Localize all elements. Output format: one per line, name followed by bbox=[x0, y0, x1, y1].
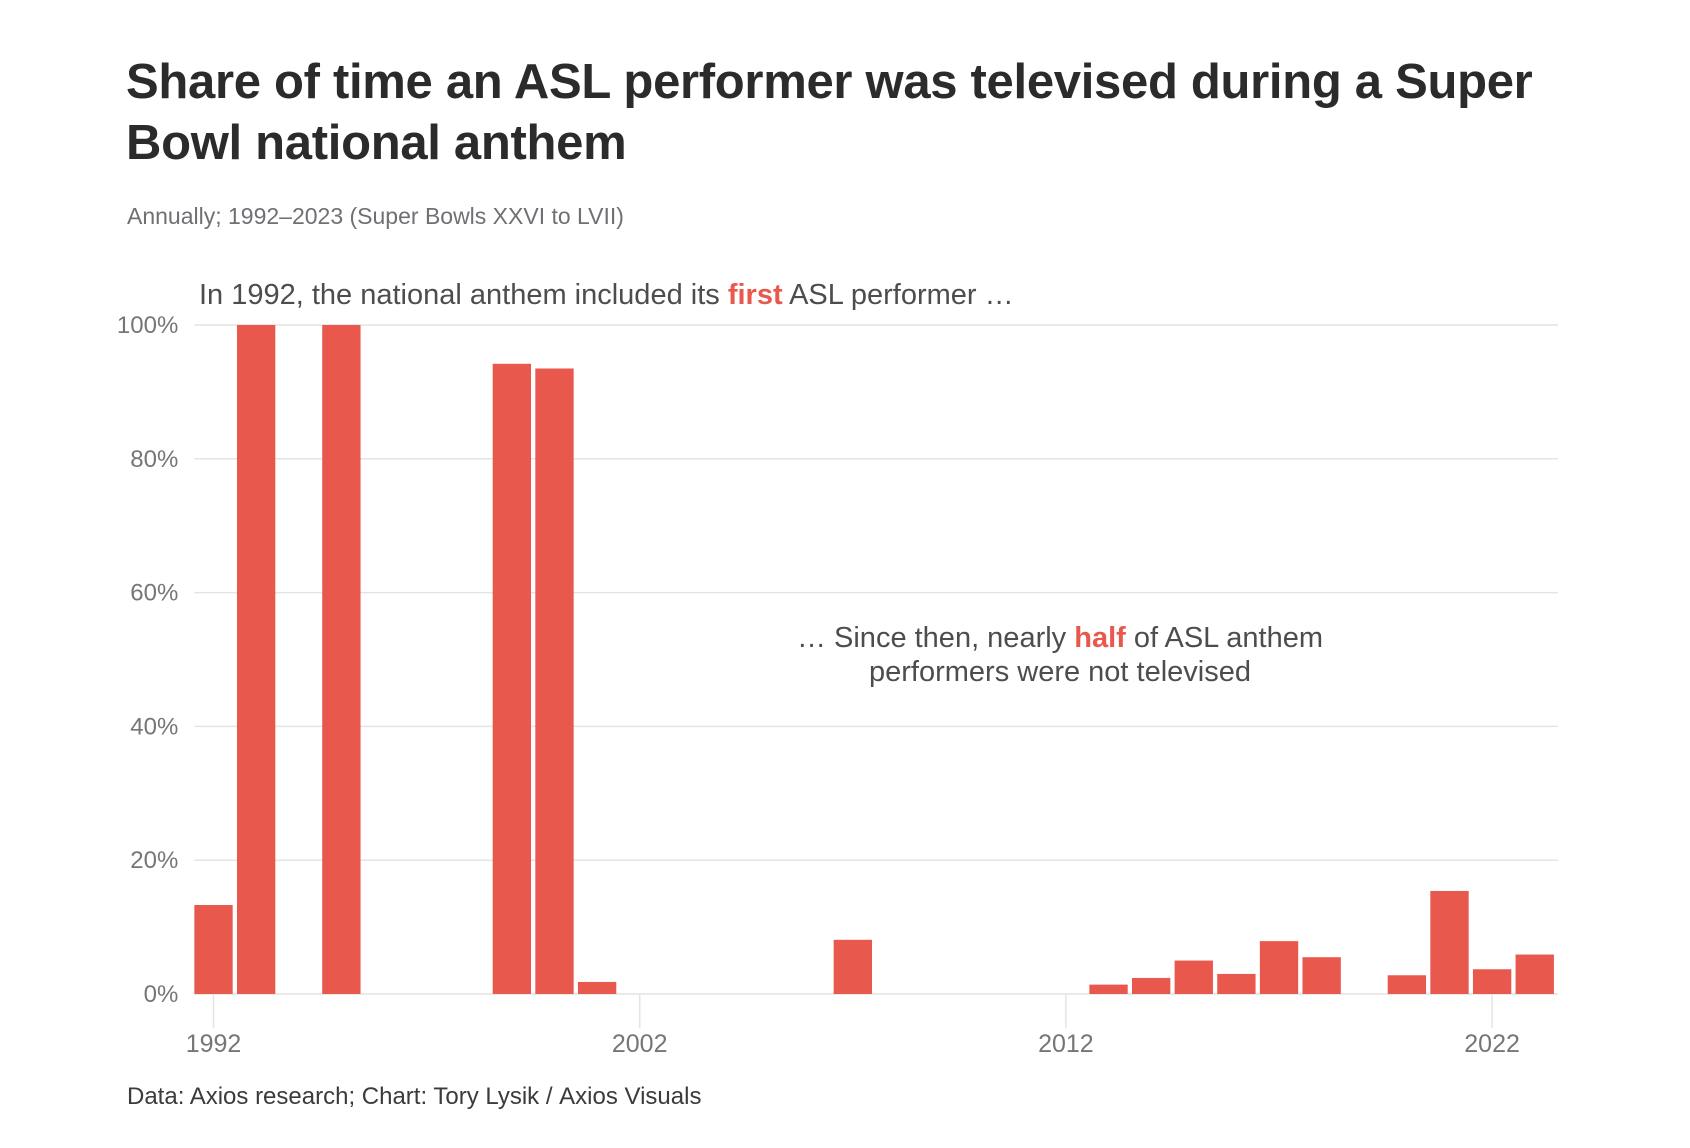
svg-text:performers were not televised: performers were not televised bbox=[869, 656, 1251, 688]
svg-text:60%: 60% bbox=[130, 580, 178, 607]
svg-text:2022: 2022 bbox=[1464, 1030, 1520, 1058]
svg-text:20%: 20% bbox=[130, 847, 178, 874]
svg-text:40%: 40% bbox=[130, 713, 178, 740]
svg-text:2012: 2012 bbox=[1038, 1030, 1094, 1058]
svg-text:… Since then, nearly half of A: … Since then, nearly half of ASL anthem bbox=[797, 622, 1323, 654]
svg-text:2002: 2002 bbox=[612, 1030, 668, 1058]
svg-text:100%: 100% bbox=[117, 312, 178, 339]
svg-text:80%: 80% bbox=[130, 446, 178, 473]
svg-text:0%: 0% bbox=[144, 981, 179, 1008]
svg-text:1992: 1992 bbox=[186, 1030, 242, 1058]
svg-text:In 1992, the national anthem i: In 1992, the national anthem included it… bbox=[199, 279, 1014, 311]
